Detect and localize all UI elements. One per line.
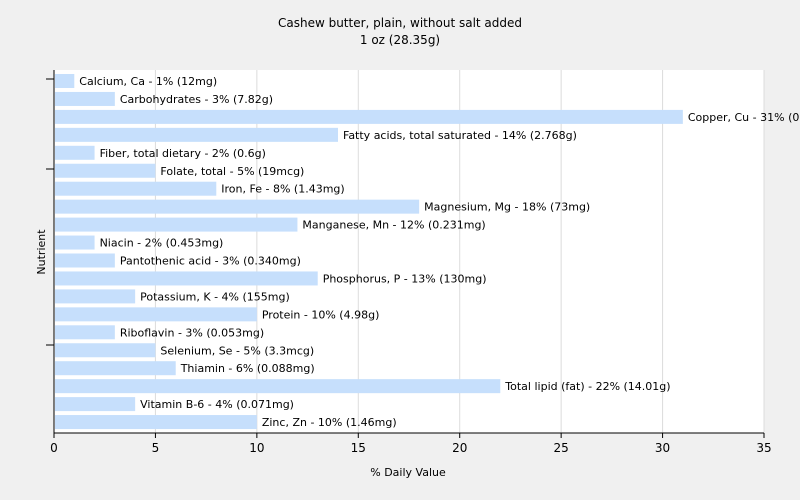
bar-label: Thiamin - 6% (0.088mg) [180, 362, 315, 375]
bar [55, 181, 217, 196]
chart-subtitle: 1 oz (28.35g) [360, 33, 440, 47]
bar-label: Manganese, Mn - 12% (0.231mg) [302, 219, 485, 232]
bar-label: Fatty acids, total saturated - 14% (2.76… [343, 129, 577, 142]
bar [55, 361, 176, 376]
bar [55, 235, 95, 250]
x-tick-label: 10 [249, 441, 264, 455]
bar [55, 271, 318, 286]
bar [55, 91, 115, 106]
bar [55, 379, 501, 394]
bar [55, 325, 115, 340]
bar [55, 397, 136, 412]
bar-label: Riboflavin - 3% (0.053mg) [120, 326, 264, 339]
bar [55, 253, 115, 268]
bar [55, 145, 95, 160]
bar [55, 74, 75, 88]
axes-group: 0 5 10 15 20 25 30 35 [46, 70, 772, 455]
bar [55, 343, 156, 358]
bar-label: Calcium, Ca - 1% (12mg) [79, 75, 217, 88]
bar-label: Magnesium, Mg - 18% (73mg) [424, 201, 590, 214]
bar [55, 199, 420, 214]
x-tick-label: 15 [351, 441, 366, 455]
bar-label: Iron, Fe - 8% (1.43mg) [221, 183, 344, 196]
x-tick-label: 0 [50, 441, 58, 455]
bar [55, 307, 257, 322]
bar-label: Niacin - 2% (0.453mg) [100, 237, 224, 250]
plot-area [54, 70, 764, 433]
bar-label: Zinc, Zn - 10% (1.46mg) [262, 416, 397, 429]
x-tick-label: 35 [756, 441, 771, 455]
bar [55, 109, 683, 124]
x-axis-title: % Daily Value [370, 466, 446, 479]
bar-labels-group: Calcium, Ca - 1% (12mg) Carbohydrates - 3… [79, 75, 800, 429]
x-tick-label: 5 [152, 441, 160, 455]
x-tick-label: 25 [554, 441, 569, 455]
bar [55, 217, 298, 232]
y-axis-title: Nutrient [35, 229, 48, 275]
bar-label: Copper, Cu - 31% (0.621mg) [688, 111, 800, 124]
x-tick-label: 20 [452, 441, 467, 455]
bar [55, 289, 136, 304]
bars-group [55, 74, 683, 430]
bar-label: Protein - 10% (4.98g) [262, 308, 380, 321]
bar-label: Total lipid (fat) - 22% (14.01g) [504, 380, 670, 393]
bar-label: Phosphorus, P - 13% (130mg) [323, 272, 487, 285]
bar-label: Pantothenic acid - 3% (0.340mg) [120, 255, 301, 268]
bar-label: Selenium, Se - 5% (3.3mcg) [160, 344, 314, 357]
bar-label: Folate, total - 5% (19mcg) [160, 165, 304, 178]
bar [55, 415, 257, 430]
bar-label: Vitamin B-6 - 4% (0.071mg) [140, 398, 294, 411]
x-tick-label: 30 [655, 441, 670, 455]
bar [55, 127, 338, 142]
bar-label: Fiber, total dietary - 2% (0.6g) [100, 147, 266, 160]
bar-label: Potassium, K - 4% (155mg) [140, 290, 290, 303]
chart-title: Cashew butter, plain, without salt added [278, 16, 522, 30]
bar-label: Carbohydrates - 3% (7.82g) [120, 93, 273, 106]
bar [55, 163, 156, 178]
